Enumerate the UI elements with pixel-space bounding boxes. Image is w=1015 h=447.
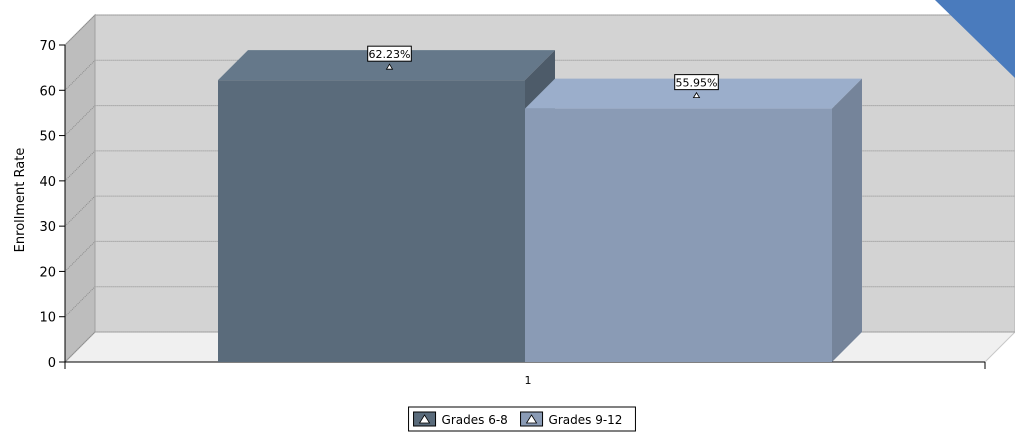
bar-top	[525, 78, 862, 109]
legend-label: Grades 9-12	[549, 413, 623, 427]
y-axis: 0 10 20 30 40 50 60 70	[39, 39, 66, 371]
y-tick-label: 50	[39, 130, 56, 145]
y-tick-label: 70	[39, 39, 56, 54]
y-tick-label: 0	[48, 356, 56, 371]
data-label-box	[367, 45, 412, 62]
y-tick-label: 10	[39, 311, 56, 326]
y-tick-label: 20	[39, 265, 56, 280]
gridline	[64, 105, 1015, 136]
gridline	[64, 195, 1015, 227]
bars	[218, 50, 862, 362]
gridlines	[64, 14, 1015, 363]
data-label: 62.23%	[367, 45, 412, 70]
bar	[218, 50, 555, 362]
y-axis-title: Enrollment Rate	[13, 148, 28, 253]
bar-front	[218, 80, 525, 362]
data-labels: 62.23% 55.95%	[367, 45, 719, 99]
x-axis: 1	[64, 361, 986, 387]
chart-left-wall	[64, 13, 96, 364]
y-tick-label: 30	[39, 220, 56, 235]
y-tick-label: 40	[39, 175, 56, 190]
data-marker-icon	[692, 91, 701, 99]
bar-front	[525, 108, 832, 362]
y-tick-label: 60	[39, 84, 56, 99]
gridline	[64, 59, 1015, 91]
data-label: 55.95%	[674, 74, 719, 99]
gridline	[64, 150, 1015, 182]
legend-item: Grades 9-12	[520, 411, 623, 427]
gridline	[64, 14, 1015, 46]
x-tick-label: 1	[525, 374, 532, 387]
data-label-box	[674, 74, 719, 91]
bar-top	[218, 50, 555, 81]
triangle-marker-icon	[418, 414, 431, 424]
triangle-marker-icon	[525, 414, 538, 424]
bar-side	[832, 78, 862, 362]
legend: Grades 6-8 Grades 9-12	[408, 406, 636, 432]
gridline	[64, 286, 1015, 318]
legend-item: Grades 6-8	[413, 411, 508, 427]
data-label-text: 55.95%	[676, 77, 718, 90]
legend-label: Grades 6-8	[442, 413, 508, 427]
gridline	[64, 331, 1015, 363]
data-marker-icon	[385, 63, 394, 70]
corner-decoration	[935, 0, 1015, 78]
bar	[525, 78, 862, 362]
data-label-text: 62.23%	[369, 48, 411, 61]
gridline	[64, 240, 1015, 272]
